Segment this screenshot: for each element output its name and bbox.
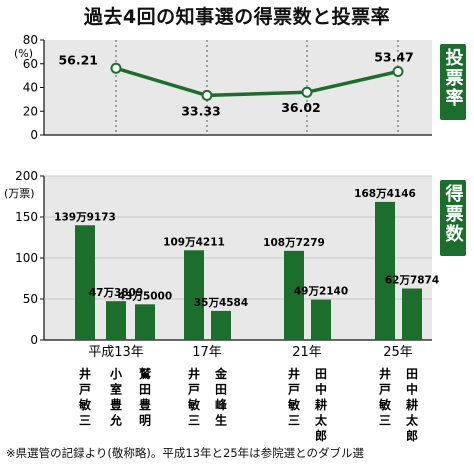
year-label: 21年: [292, 345, 322, 360]
candidate-name: 井戸敏三: [187, 366, 201, 428]
vote-bar: [211, 310, 231, 340]
turnout-panel-bg: [44, 40, 432, 135]
year-label: 17年: [192, 345, 222, 360]
candidate-name: 金田峰生: [214, 366, 228, 428]
votes-ytick-label: 150: [15, 210, 38, 224]
turnout-panel-text: 投票率: [442, 48, 464, 108]
vote-bar: [311, 299, 331, 340]
panel-label-votes: 得票数: [440, 180, 466, 256]
turnout-point: [201, 89, 213, 101]
candidate-name: 井戸敏三: [378, 366, 392, 428]
vote-data-label: 49万2140: [294, 286, 348, 298]
panel-label-turnout: 投票率: [440, 44, 466, 120]
vote-bar: [75, 225, 95, 340]
votes-ytick-label: 50: [23, 292, 38, 306]
vote-data-label: 43万5000: [118, 290, 172, 302]
vote-data-label: 139万9173: [54, 211, 116, 223]
vote-data-label: 35万4584: [194, 297, 248, 309]
candidate-name: 井戸敏三: [78, 366, 92, 428]
turnout-data-label: 36.02: [281, 100, 321, 115]
turnout-ytick-label: 0: [30, 128, 38, 142]
vote-data-label: 108万7279: [263, 237, 325, 249]
vote-data-label: 62万7874: [385, 275, 439, 287]
vote-bar: [135, 304, 155, 340]
candidate-name: 田中耕太郎: [406, 367, 419, 443]
vote-data-label: 109万4211: [163, 236, 225, 248]
footnote: ※県選管の記録より(敬称略)。平成13年と25年は参院選とのダブル選: [6, 446, 365, 460]
votes-panel-text: 得票数: [442, 184, 464, 244]
votes-ytick-label: 0: [30, 333, 38, 347]
candidate-name: 鷲田豊明: [139, 366, 151, 428]
turnout-data-label: 56.21: [58, 52, 98, 67]
turnout-unit: (%): [14, 47, 33, 60]
votes-unit: (万票): [4, 187, 35, 200]
turnout-ytick-label: 40: [23, 81, 38, 95]
vote-bar: [184, 250, 204, 340]
year-label: 平成13年: [88, 345, 144, 360]
candidate-name: 小室豊允: [109, 366, 122, 428]
vote-bar: [402, 288, 422, 340]
turnout-point: [110, 62, 122, 74]
turnout-point: [301, 86, 313, 98]
vote-data-label: 168万4146: [354, 188, 416, 200]
candidate-name: 田中耕太郎: [315, 367, 328, 443]
vote-bar: [106, 301, 126, 340]
turnout-ytick-label: 80: [23, 33, 38, 47]
vote-data-label: 47万3809: [89, 287, 143, 299]
chart-title: 過去4回の知事選の得票数と投票率: [83, 6, 391, 28]
votes-ytick-label: 100: [15, 251, 38, 265]
turnout-ytick-label: 60: [23, 57, 38, 71]
turnout-point: [392, 66, 404, 78]
turnout-line: [115, 66, 399, 98]
votes-ytick-label: 200: [15, 169, 38, 183]
year-label: 25年: [383, 345, 413, 360]
vote-bar: [375, 201, 395, 340]
vote-bar: [284, 250, 304, 340]
turnout-data-label: 53.47: [374, 50, 414, 65]
turnout-ytick-label: 20: [23, 104, 38, 118]
candidate-name: 井戸敏三: [287, 366, 301, 428]
turnout-data-label: 33.33: [181, 103, 221, 118]
